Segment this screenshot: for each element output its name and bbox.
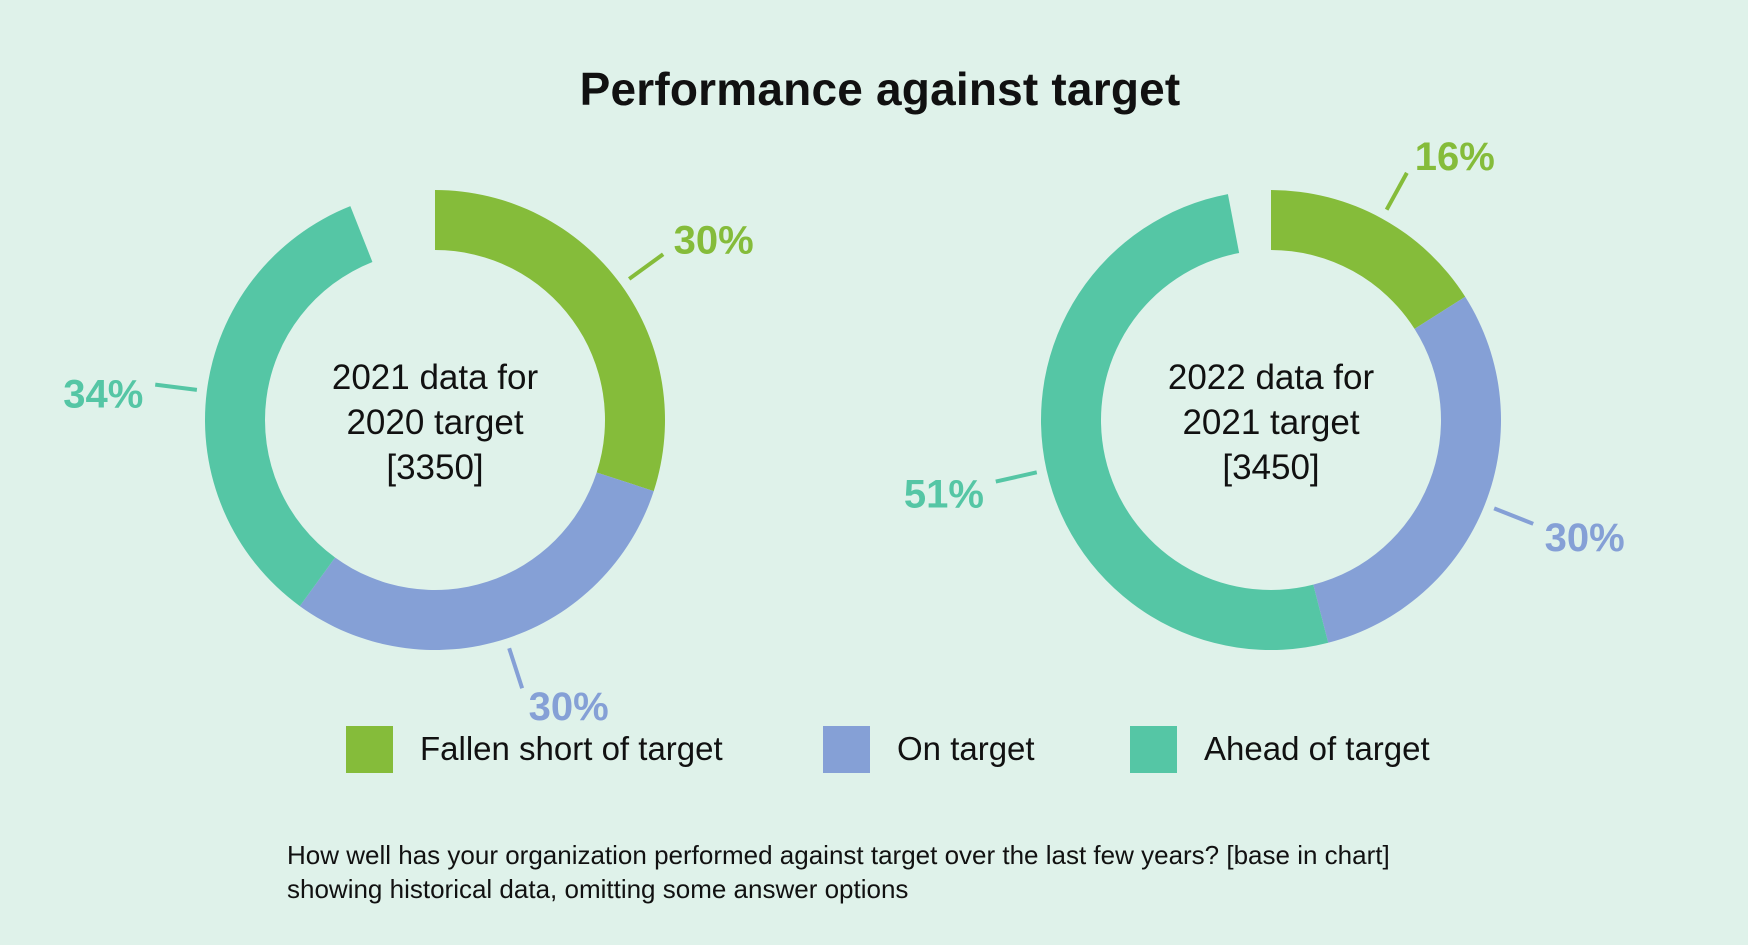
slice-ahead (1040, 194, 1329, 651)
slice-on-target (1313, 296, 1501, 643)
center-line-3: [3350] (386, 448, 484, 487)
donut-center-label-2021: 2021 data for 2020 target [3350] (285, 355, 585, 490)
slice-fallen-short (435, 190, 665, 492)
slice-value-label: 30% (529, 685, 609, 729)
leader-line (995, 470, 1038, 484)
leader-line (1493, 506, 1534, 526)
slice-value-label: 30% (1545, 516, 1625, 560)
legend-item-fallen-short: Fallen short of target (346, 725, 723, 773)
center-line-2: 2021 target (1182, 403, 1360, 442)
footnote-line-1: How well has your organization performed… (287, 840, 1390, 870)
leader-line (627, 252, 665, 281)
legend-swatch-ahead (1130, 725, 1177, 773)
legend-label: Fallen short of target (420, 730, 723, 767)
legend-label: On target (897, 730, 1035, 767)
leader-line (154, 382, 198, 392)
donut-chart-2021: 30% 30% 34% (63, 190, 754, 729)
donut-center-label-2022: 2022 data for 2021 target [3450] (1121, 355, 1421, 490)
legend-item-ahead: Ahead of target (1130, 725, 1430, 773)
slice-ahead (204, 206, 373, 607)
legend-label: Ahead of target (1204, 730, 1430, 767)
footnote: How well has your organization performed… (287, 838, 1587, 906)
slice-on-target (299, 472, 654, 650)
legend-swatch-fallen-short (346, 725, 393, 773)
center-line-1: 2021 data for (331, 358, 539, 397)
leader-line (1384, 171, 1409, 211)
chart-title: Performance against target (579, 63, 1181, 115)
slice-value-label: 30% (674, 219, 754, 263)
footnote-line-2: showing historical data, omitting some a… (287, 874, 909, 904)
slice-fallen-short (1271, 190, 1466, 329)
leader-line (507, 647, 525, 689)
slice-value-label: 34% (63, 373, 143, 417)
legend-item-on-target: On target (823, 725, 1035, 773)
legend-swatch-on-target (823, 725, 870, 773)
slice-value-label: 51% (904, 472, 984, 516)
slice-value-label: 16% (1415, 135, 1495, 179)
center-line-1: 2022 data for (1167, 358, 1375, 397)
center-line-2: 2020 target (346, 403, 524, 442)
center-line-3: [3450] (1222, 448, 1320, 487)
donut-chart-2022: 16% 30% 51% (904, 135, 1625, 651)
